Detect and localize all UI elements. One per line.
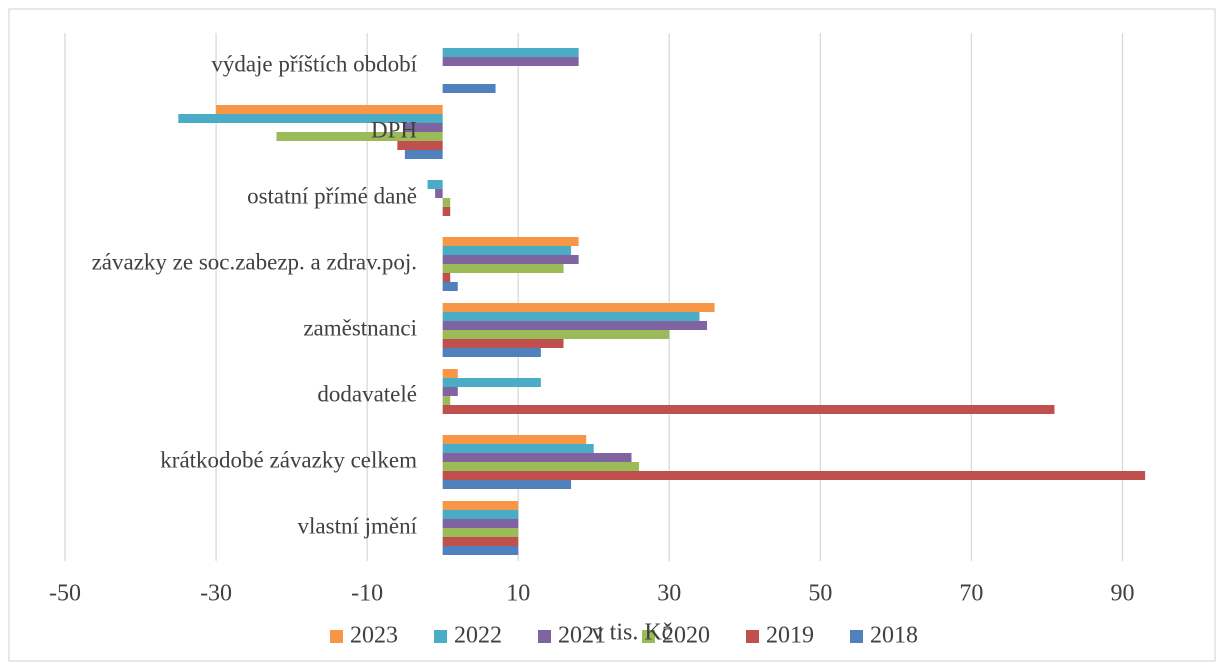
x-tick-label: 70 xyxy=(959,581,983,607)
x-axis-label: v tis. Kč xyxy=(592,620,673,646)
legend-label: 2021 xyxy=(558,623,606,649)
bar xyxy=(442,378,541,387)
bar xyxy=(442,444,594,453)
x-tick-label: -50 xyxy=(49,581,81,607)
bar xyxy=(442,369,458,378)
legend-swatch xyxy=(538,630,551,643)
y-tick-label: DPH xyxy=(371,117,417,142)
bar xyxy=(442,501,519,510)
bar xyxy=(442,84,496,93)
bar xyxy=(442,435,587,444)
legend-swatch xyxy=(850,630,863,643)
bar xyxy=(178,114,443,123)
legend-swatch xyxy=(434,630,447,643)
bar xyxy=(442,480,572,489)
bar xyxy=(442,312,700,321)
legend-swatch xyxy=(746,630,759,643)
x-tick-label: 90 xyxy=(1110,581,1134,607)
bar xyxy=(442,537,519,546)
bar xyxy=(435,189,443,198)
bar xyxy=(442,471,1146,480)
y-tick-label: dodavatelé xyxy=(317,381,417,406)
legend-label: 2022 xyxy=(454,623,502,649)
legend-swatch xyxy=(642,630,655,643)
bar xyxy=(442,387,458,396)
x-tick-label: 50 xyxy=(808,581,832,607)
legend-label: 2020 xyxy=(662,623,710,649)
bar xyxy=(442,57,579,66)
chart-border xyxy=(8,8,1216,662)
bar xyxy=(442,519,519,528)
bar xyxy=(442,255,579,264)
bar xyxy=(404,150,443,159)
bar xyxy=(442,264,564,273)
legend-label: 2018 xyxy=(870,623,918,649)
bar xyxy=(442,321,708,330)
bar xyxy=(397,141,443,150)
bar xyxy=(442,405,1055,414)
y-tick-label: krátkodobé závazky celkem xyxy=(160,447,417,472)
bar xyxy=(442,528,519,537)
bar xyxy=(442,510,519,519)
bar xyxy=(442,396,451,405)
bar xyxy=(442,273,451,282)
bar xyxy=(442,198,451,207)
bar xyxy=(442,237,579,246)
legend-label: 2023 xyxy=(350,623,398,649)
legend-swatch xyxy=(330,630,343,643)
bar xyxy=(442,453,632,462)
bar xyxy=(404,123,443,132)
bar xyxy=(442,348,541,357)
bar xyxy=(442,282,458,291)
x-tick-label: -30 xyxy=(200,581,232,607)
bar xyxy=(442,339,564,348)
bar xyxy=(442,330,670,339)
y-tick-label: vlastní jmění xyxy=(298,513,418,538)
x-tick-label: 10 xyxy=(506,581,530,607)
y-tick-label: ostatní přímé daně xyxy=(247,183,417,208)
x-tick-label: -10 xyxy=(351,581,383,607)
bar xyxy=(442,48,579,57)
x-tick-label: 30 xyxy=(657,581,681,607)
y-tick-label: výdaje příštích období xyxy=(211,51,417,76)
bar xyxy=(442,207,451,216)
bar xyxy=(427,180,443,189)
bar xyxy=(442,546,519,555)
bar xyxy=(276,132,443,141)
y-tick-label: závazky ze soc.zabezp. a zdrav.poj. xyxy=(92,249,417,274)
bar xyxy=(442,246,572,255)
legend-label: 2019 xyxy=(766,623,814,649)
bar xyxy=(442,303,715,312)
bar xyxy=(442,462,640,471)
bar xyxy=(216,105,443,114)
y-tick-label: zaměstnanci xyxy=(303,315,417,340)
